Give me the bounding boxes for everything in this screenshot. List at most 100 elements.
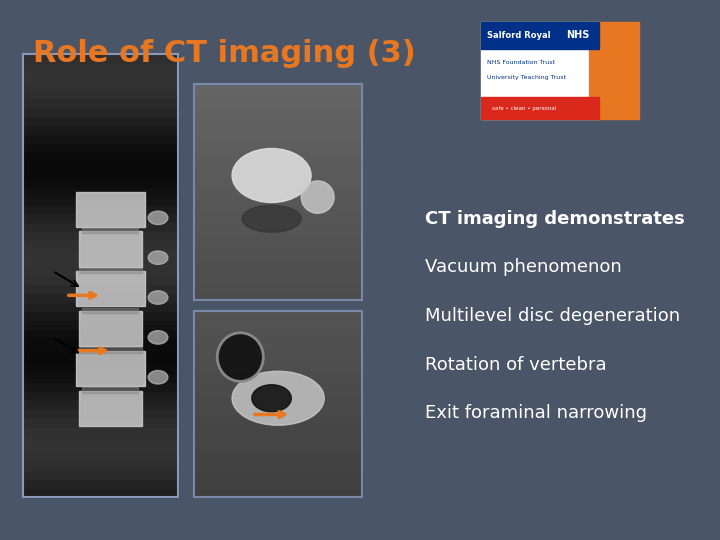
Bar xyxy=(23,222,178,231)
Bar xyxy=(82,308,138,313)
Bar xyxy=(23,178,178,187)
Bar xyxy=(194,360,362,366)
Ellipse shape xyxy=(148,370,168,384)
Bar xyxy=(23,390,178,400)
Bar xyxy=(194,410,362,416)
Bar xyxy=(194,156,362,163)
Bar xyxy=(194,416,362,422)
Bar xyxy=(23,453,178,461)
Bar xyxy=(194,271,362,278)
Bar xyxy=(194,91,362,98)
Bar xyxy=(23,444,178,453)
Bar xyxy=(23,258,178,267)
Bar xyxy=(480,22,599,49)
Bar xyxy=(395,0,428,540)
Bar xyxy=(194,141,362,149)
Bar xyxy=(99,0,132,540)
Bar xyxy=(76,351,145,386)
Text: University Teaching Trust: University Teaching Trust xyxy=(487,76,565,80)
Bar xyxy=(593,0,626,540)
Bar xyxy=(23,426,178,435)
Bar xyxy=(132,0,165,540)
Bar xyxy=(23,195,178,205)
Text: safe • clean • personal: safe • clean • personal xyxy=(492,106,557,111)
Bar xyxy=(76,271,145,306)
Bar xyxy=(194,490,362,497)
Text: Role of CT imaging (3): Role of CT imaging (3) xyxy=(33,39,415,69)
Bar xyxy=(194,342,362,348)
Bar xyxy=(23,302,178,311)
Bar xyxy=(23,134,178,143)
Bar xyxy=(23,293,178,302)
Bar xyxy=(76,192,145,227)
Bar xyxy=(23,275,178,284)
Bar xyxy=(194,310,362,316)
Bar xyxy=(194,192,362,199)
Bar xyxy=(526,0,559,540)
Bar xyxy=(194,278,362,285)
FancyBboxPatch shape xyxy=(194,310,362,497)
Ellipse shape xyxy=(301,181,334,213)
Bar xyxy=(194,170,362,177)
Ellipse shape xyxy=(252,384,292,411)
Bar xyxy=(79,348,142,353)
Bar xyxy=(194,185,362,192)
Bar xyxy=(194,454,362,460)
Text: Multilevel disc degeneration: Multilevel disc degeneration xyxy=(425,307,680,325)
Bar xyxy=(194,484,362,490)
Bar xyxy=(194,441,362,447)
Text: NHS: NHS xyxy=(566,30,589,40)
Bar xyxy=(194,391,362,397)
Bar xyxy=(589,22,639,119)
Bar xyxy=(194,112,362,120)
Bar xyxy=(194,148,362,156)
Bar xyxy=(23,364,178,373)
Bar xyxy=(559,0,593,540)
Bar xyxy=(194,404,362,410)
Bar xyxy=(23,160,178,169)
Bar xyxy=(23,311,178,320)
Bar xyxy=(194,422,362,429)
Bar xyxy=(194,134,362,141)
Bar xyxy=(194,323,362,329)
Bar xyxy=(194,465,362,472)
Bar xyxy=(194,127,362,134)
Bar xyxy=(230,0,264,540)
Bar xyxy=(0,0,33,540)
Bar xyxy=(194,447,362,454)
Bar xyxy=(194,249,362,256)
Bar xyxy=(480,97,599,119)
Bar xyxy=(264,0,296,540)
Bar xyxy=(79,311,142,346)
Ellipse shape xyxy=(148,291,168,304)
Bar xyxy=(23,338,178,346)
Bar xyxy=(79,232,142,267)
Ellipse shape xyxy=(148,211,168,225)
FancyBboxPatch shape xyxy=(23,54,178,497)
Bar xyxy=(329,0,362,540)
Bar xyxy=(23,470,178,479)
Bar xyxy=(23,284,178,293)
Bar xyxy=(194,84,362,300)
Bar xyxy=(23,488,178,497)
Bar xyxy=(194,335,362,342)
Bar xyxy=(82,387,138,393)
Bar xyxy=(23,435,178,444)
Bar xyxy=(23,169,178,178)
FancyBboxPatch shape xyxy=(194,84,362,300)
Bar xyxy=(194,98,362,105)
Bar xyxy=(296,0,329,540)
Bar xyxy=(194,105,362,112)
Bar xyxy=(23,231,178,240)
Bar xyxy=(23,54,178,63)
Bar xyxy=(23,213,178,222)
Bar xyxy=(194,256,362,264)
Bar xyxy=(79,391,142,426)
Bar xyxy=(194,478,362,484)
Bar xyxy=(23,125,178,134)
Bar xyxy=(23,143,178,151)
Bar xyxy=(23,328,178,338)
Bar xyxy=(23,400,178,408)
Bar xyxy=(194,435,362,441)
Bar xyxy=(461,0,494,540)
